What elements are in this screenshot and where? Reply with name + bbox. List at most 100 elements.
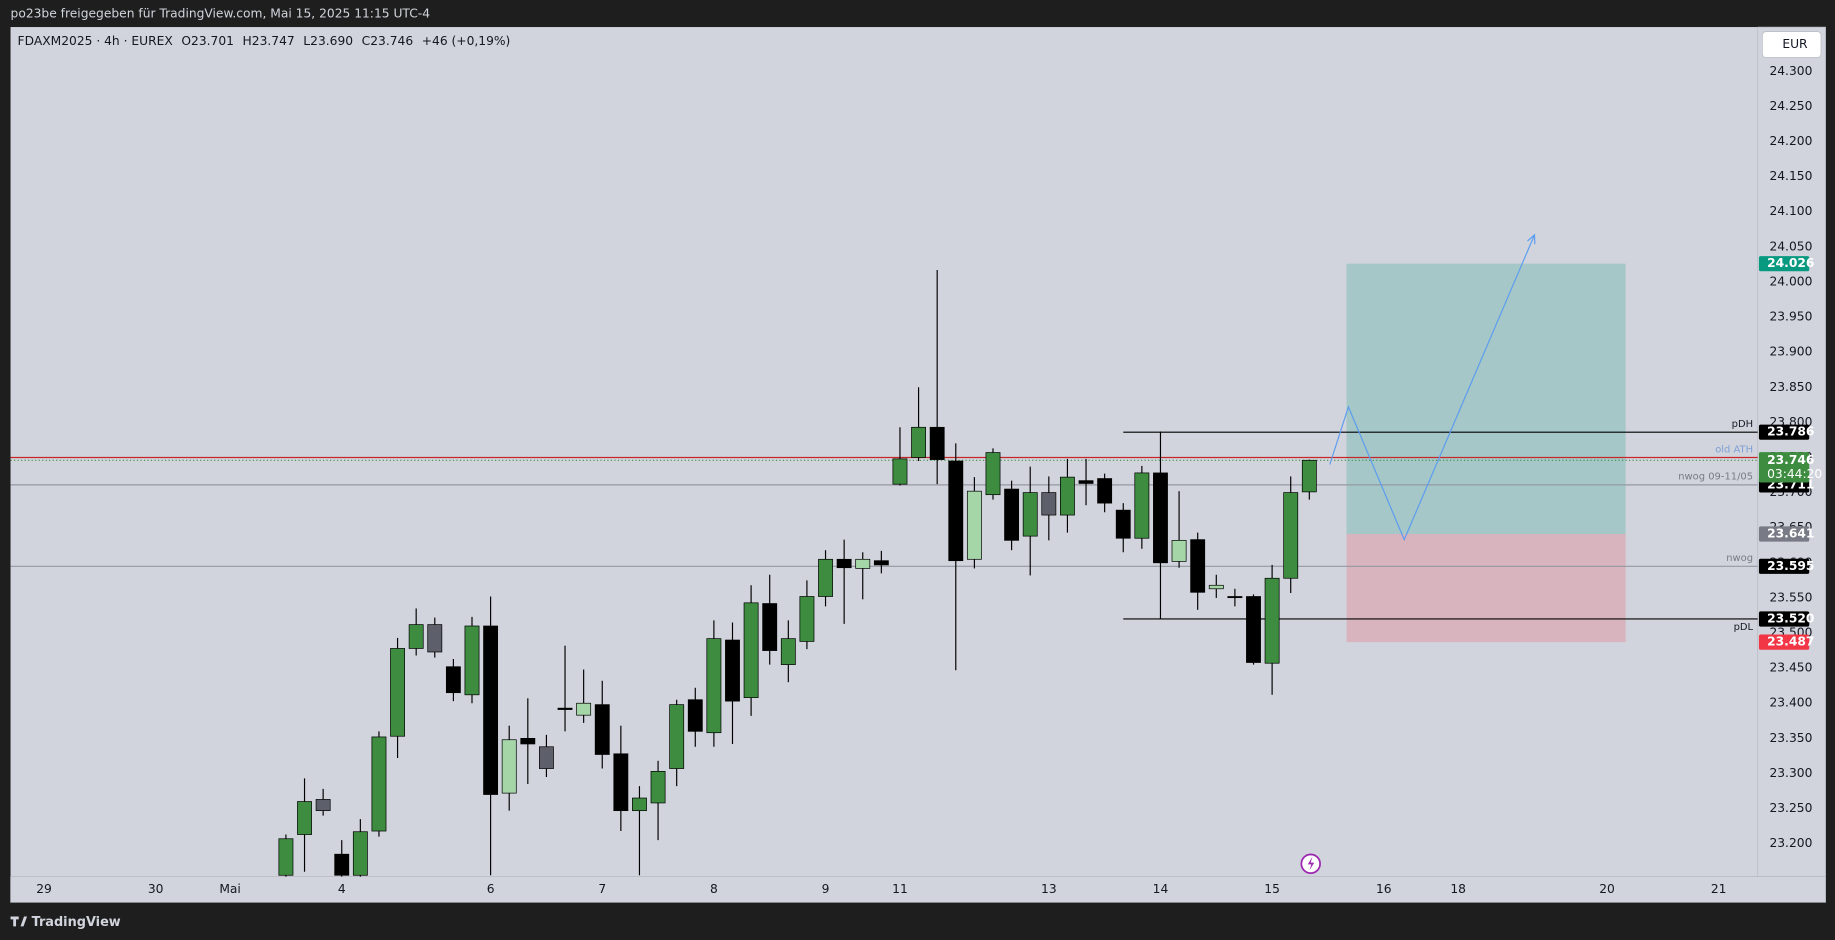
alert-icon[interactable] [1300, 853, 1321, 875]
x-tick-label: 20 [1599, 882, 1615, 896]
y-tick-label: 24.000 [1769, 274, 1812, 288]
price-badge-label: 24.026 [1767, 256, 1814, 270]
candle-body [687, 699, 703, 732]
candle [1283, 476, 1299, 593]
x-tick-label: Mai [219, 882, 241, 896]
price-badge-label: 23.641 [1767, 527, 1814, 541]
price-badge-label: 23.520 [1767, 611, 1814, 625]
candle [743, 585, 759, 716]
level-label: nwog [1726, 553, 1753, 564]
candle [1190, 532, 1206, 610]
candle-body [948, 460, 964, 562]
candle [427, 617, 443, 658]
candle [445, 659, 461, 702]
candle [315, 788, 331, 816]
candle [1153, 431, 1168, 619]
price-badge [1758, 611, 1810, 627]
candle [539, 734, 554, 777]
candle-body [557, 707, 573, 710]
currency-button[interactable] [1762, 31, 1822, 58]
candle [762, 574, 778, 665]
candle [799, 580, 815, 650]
candle [1246, 594, 1261, 665]
candle-body [1041, 492, 1057, 516]
candle-body [352, 831, 368, 876]
candle [911, 387, 926, 461]
candle [390, 637, 405, 759]
candle-body [743, 602, 759, 698]
y-tick-label: 24.100 [1769, 204, 1812, 218]
logo-mark [10, 916, 28, 927]
price-badge [1758, 526, 1810, 542]
level-label: nwog 09-11/05 [1678, 472, 1753, 483]
x-tick-label: 7 [598, 882, 606, 896]
symbol: FDAXM2025 · 4h · EUREX [18, 34, 174, 48]
y-tick-label: 23.450 [1769, 661, 1812, 675]
candle-body [669, 704, 685, 769]
candle-body [576, 702, 592, 716]
candle [1264, 564, 1280, 695]
candle [1022, 466, 1038, 576]
candle [966, 477, 982, 569]
candle [725, 622, 740, 744]
level-label: old ATH [1715, 444, 1753, 455]
candle [1301, 459, 1317, 500]
candle [1134, 465, 1150, 549]
candle-body [818, 558, 833, 597]
candle [650, 760, 666, 841]
candle-body [278, 838, 294, 876]
candle [948, 443, 964, 671]
candle-body [1190, 539, 1206, 593]
candle-body [836, 558, 852, 569]
candle-body [1283, 492, 1299, 579]
x-tick-label: 4 [338, 882, 346, 896]
candle [1078, 458, 1094, 506]
x-tick-label: 16 [1376, 882, 1392, 896]
ohlc-label: O [181, 34, 191, 48]
candle [594, 680, 610, 769]
candle-body [1153, 472, 1168, 564]
y-tick-label: 23.850 [1769, 380, 1812, 394]
candle-body [911, 426, 926, 458]
candle-body [445, 666, 461, 694]
candle [1171, 491, 1187, 568]
price-badge-label: 23.786 [1767, 425, 1814, 439]
candle [520, 698, 536, 784]
plot [10, 233, 1758, 877]
stop-zone [1346, 534, 1626, 643]
candle [687, 687, 703, 747]
target-zone [1346, 263, 1626, 535]
y-tick-label: 24.050 [1769, 239, 1812, 253]
brand: TradingView [32, 915, 121, 930]
candle-body [650, 770, 666, 804]
y-tick-label: 23.400 [1769, 696, 1812, 710]
ohlc-value: 23.701 [191, 34, 234, 48]
candle [483, 596, 499, 876]
projection-arrowhead [1527, 233, 1536, 245]
alert-bolt[interactable] [1307, 856, 1315, 871]
candle [632, 786, 647, 876]
y-tick-label: 23.900 [1769, 345, 1812, 359]
candle-body [892, 458, 908, 485]
ohlc-value: 23.746 [370, 34, 413, 48]
candle-body [408, 624, 424, 649]
y-tick-label: 24.150 [1769, 169, 1812, 183]
candle-body [1264, 577, 1280, 664]
x-tick-label: 13 [1041, 882, 1057, 896]
currency[interactable]: EUR [1782, 37, 1808, 51]
candle-body [520, 737, 536, 745]
price-badge [1758, 634, 1810, 650]
candle [892, 427, 908, 486]
candle-body [1097, 478, 1113, 504]
candle-body [985, 452, 1001, 496]
x-tick-label: 11 [892, 882, 908, 896]
ohlc-value: 23.690 [310, 34, 353, 48]
x-tick-label: 8 [710, 882, 718, 896]
candle [371, 731, 387, 837]
ohlc-label: L [303, 34, 310, 48]
y-tick-label: 23.950 [1769, 310, 1812, 324]
candle-body [966, 490, 982, 560]
y-tick-label: 24.250 [1769, 99, 1812, 113]
